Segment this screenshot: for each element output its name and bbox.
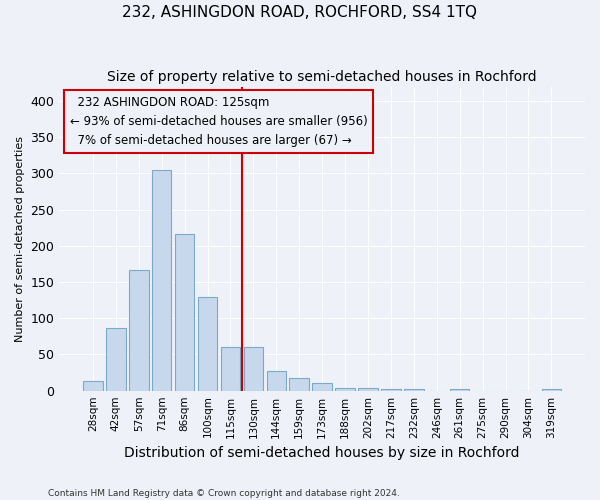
Bar [542, 388, 561, 390]
Bar [106, 328, 125, 390]
Bar [450, 388, 469, 390]
Bar [381, 388, 401, 390]
Bar [358, 388, 378, 390]
Text: 232 ASHINGDON ROAD: 125sqm
← 93% of semi-detached houses are smaller (956)
  7% : 232 ASHINGDON ROAD: 125sqm ← 93% of semi… [70, 96, 368, 146]
Y-axis label: Number of semi-detached properties: Number of semi-detached properties [15, 136, 25, 342]
Bar [404, 388, 424, 390]
Title: Size of property relative to semi-detached houses in Rochford: Size of property relative to semi-detach… [107, 70, 537, 84]
Text: Contains HM Land Registry data © Crown copyright and database right 2024.: Contains HM Land Registry data © Crown c… [48, 488, 400, 498]
Bar [335, 388, 355, 390]
Bar [289, 378, 309, 390]
Bar [313, 384, 332, 390]
Bar [244, 347, 263, 391]
X-axis label: Distribution of semi-detached houses by size in Rochford: Distribution of semi-detached houses by … [124, 446, 520, 460]
Bar [152, 170, 172, 390]
Bar [198, 296, 217, 390]
Bar [83, 382, 103, 390]
Bar [266, 371, 286, 390]
Bar [175, 234, 194, 390]
Bar [221, 347, 240, 391]
Text: 232, ASHINGDON ROAD, ROCHFORD, SS4 1TQ: 232, ASHINGDON ROAD, ROCHFORD, SS4 1TQ [122, 5, 478, 20]
Bar [129, 270, 149, 390]
